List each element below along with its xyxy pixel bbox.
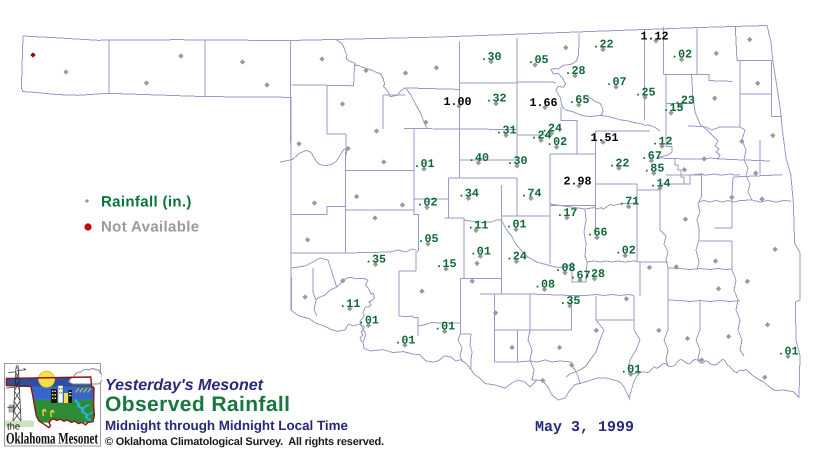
svg-text:.01: .01 — [778, 345, 799, 359]
svg-text:.11: .11 — [467, 219, 488, 233]
svg-text:.22: .22 — [608, 156, 629, 170]
svg-text:.32: .32 — [486, 92, 507, 106]
svg-text:2.98: 2.98 — [564, 175, 592, 189]
svg-text:.65: .65 — [568, 93, 589, 107]
svg-text:.67: .67 — [570, 268, 591, 282]
svg-text:.01: .01 — [358, 314, 379, 328]
svg-text:.28: .28 — [565, 64, 586, 78]
svg-text:.01: .01 — [470, 244, 491, 258]
svg-text:Not Available: Not Available — [101, 219, 199, 236]
svg-text:.15: .15 — [436, 257, 457, 271]
svg-text:.17: .17 — [556, 206, 577, 220]
svg-text:.01: .01 — [506, 218, 527, 232]
svg-text:.05: .05 — [528, 53, 549, 67]
svg-text:.25: .25 — [635, 85, 656, 99]
svg-text:.11: .11 — [339, 297, 360, 311]
svg-text:.66: .66 — [587, 226, 608, 240]
svg-text:.67: .67 — [641, 149, 662, 163]
svg-text:.74: .74 — [521, 186, 542, 200]
svg-text:Rainfall (in.): Rainfall (in.) — [101, 194, 192, 211]
svg-text:.40: .40 — [468, 151, 489, 165]
svg-text:.02: .02 — [546, 135, 567, 149]
svg-text:the: the — [7, 422, 20, 433]
svg-text:1.51: 1.51 — [591, 131, 619, 145]
svg-text:.24: .24 — [506, 250, 527, 264]
svg-text:.08: .08 — [555, 261, 576, 275]
svg-text:.24: .24 — [541, 122, 562, 136]
svg-text:.08: .08 — [534, 278, 555, 292]
svg-text:.07: .07 — [606, 75, 627, 89]
svg-text:.02: .02 — [615, 244, 636, 258]
svg-text:.28: .28 — [584, 267, 605, 281]
svg-text:.30: .30 — [507, 154, 528, 168]
svg-text:.35: .35 — [559, 294, 580, 308]
svg-text:.14: .14 — [650, 176, 671, 190]
svg-text:Oklahoma Mesonet: Oklahoma Mesonet — [6, 431, 98, 448]
svg-text:.01: .01 — [620, 362, 641, 376]
svg-text:.71: .71 — [618, 195, 639, 209]
svg-text:.05: .05 — [418, 232, 439, 246]
svg-text:.34: .34 — [458, 186, 479, 200]
svg-text:.15: .15 — [663, 101, 684, 115]
svg-text:.85: .85 — [643, 161, 664, 175]
svg-text:1.66: 1.66 — [530, 96, 558, 110]
svg-text:.02: .02 — [417, 196, 438, 210]
svg-text:.35: .35 — [365, 253, 386, 267]
svg-text:.30: .30 — [481, 50, 502, 64]
svg-text:1.00: 1.00 — [444, 95, 472, 109]
svg-text:.12: .12 — [652, 134, 673, 148]
svg-text:1.12: 1.12 — [641, 30, 669, 44]
svg-text:.01: .01 — [414, 157, 435, 171]
svg-text:.02: .02 — [671, 48, 692, 62]
svg-text:.31: .31 — [496, 123, 517, 137]
svg-text:.01: .01 — [434, 320, 455, 334]
svg-text:.23: .23 — [674, 94, 695, 108]
svg-text:.24: .24 — [531, 128, 552, 142]
svg-text:.22: .22 — [593, 38, 614, 52]
svg-text:.01: .01 — [394, 333, 415, 347]
